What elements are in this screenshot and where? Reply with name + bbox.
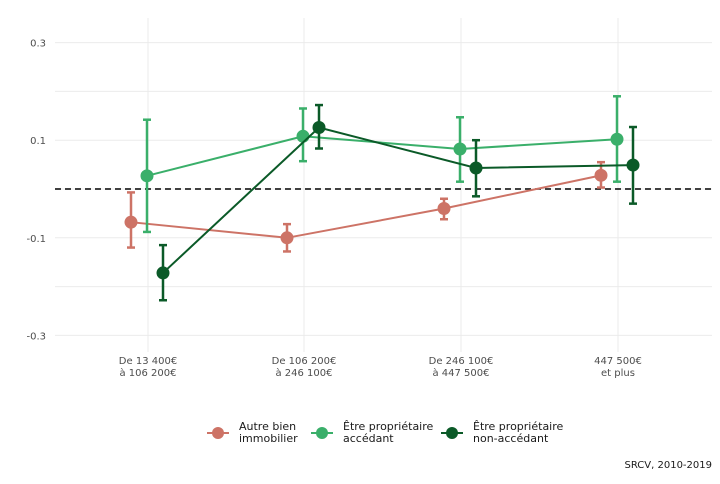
x-tick-label: De 106 200€ à 246 100€: [272, 356, 337, 379]
chart-caption: SRCV, 2010-2019: [625, 460, 713, 471]
data-point: [594, 168, 608, 182]
data-point: [296, 129, 310, 143]
data-point: [312, 121, 326, 135]
data-point: [610, 132, 624, 146]
legend-key-marker: [316, 427, 328, 439]
data-point: [437, 202, 451, 216]
legend-item: Être propriétaire non-accédant: [441, 420, 564, 445]
data-point: [280, 231, 294, 245]
legend-item: Autre bien immobilier: [207, 420, 298, 445]
y-axis: -0.3 -0.1 0.1 0.3: [26, 39, 46, 343]
legend: Autre bien immobilier Être propriétaire acc…: [207, 420, 564, 445]
series-group: [124, 95, 640, 302]
y-tick-label: -0.3: [26, 331, 46, 342]
x-tick-label: 447 500€ et plus: [594, 356, 642, 379]
data-point: [140, 169, 154, 183]
data-point: [453, 142, 467, 156]
data-point: [469, 161, 483, 175]
legend-label: Être propriétaire non-accédant: [473, 420, 564, 445]
data-point: [124, 215, 138, 229]
series-line: [130, 174, 602, 239]
y-tick-label: 0.3: [30, 39, 46, 50]
legend-label: Autre bien immobilier: [239, 420, 298, 445]
legend-key-marker: [212, 427, 224, 439]
series-2: [140, 95, 624, 234]
grid-lines: [55, 18, 712, 352]
x-tick-label: De 13 400€ à 106 200€: [119, 356, 177, 379]
data-point: [626, 158, 640, 172]
x-tick-label: De 246 100€ à 447 500€: [429, 356, 494, 379]
data-point: [156, 266, 170, 280]
series-line: [146, 135, 618, 177]
legend-key-marker: [446, 427, 458, 439]
y-tick-label: 0.1: [30, 136, 46, 147]
series-line: [162, 126, 634, 274]
series-3: [156, 103, 640, 302]
x-axis: De 13 400€ à 106 200€ De 106 200€ à 246 100…: [119, 356, 642, 379]
y-tick-label: -0.1: [26, 234, 46, 245]
legend-item: Être propriétaire accédant: [311, 420, 434, 445]
legend-label: Être propriétaire accédant: [343, 420, 434, 445]
